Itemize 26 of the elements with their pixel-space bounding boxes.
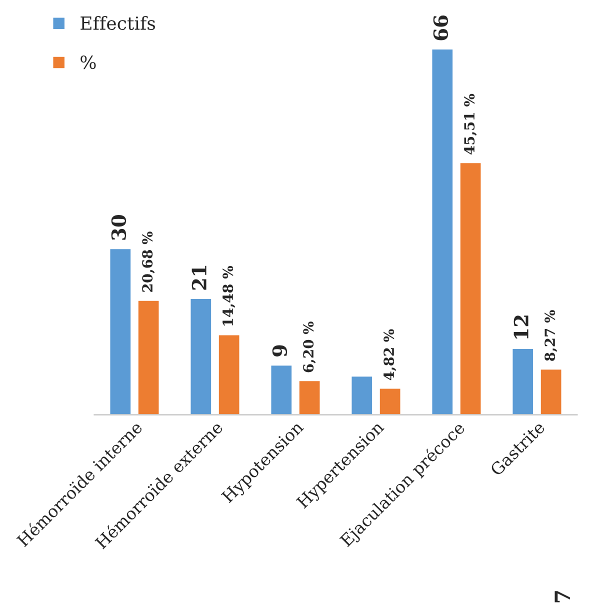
- data-label: 6,20 %: [303, 322, 316, 372]
- data-label: 9: [272, 345, 288, 357]
- bar: [459, 162, 482, 415]
- data-label: 30: [111, 214, 126, 240]
- bar: [511, 348, 534, 415]
- legend-label: %: [80, 55, 96, 70]
- text: 7: [554, 591, 570, 602]
- bar: [378, 387, 402, 415]
- data-label: 14,48 %: [222, 266, 236, 326]
- data-label: 45,51 %: [464, 94, 477, 155]
- legend-label: Effectifs: [80, 16, 156, 30]
- bar: [539, 368, 563, 415]
- data-label: 8,27 %: [544, 310, 558, 361]
- bar: [430, 48, 454, 415]
- data-label: 4,82 %: [384, 329, 396, 380]
- data-label: 20,68 %: [142, 232, 155, 292]
- bar: [108, 248, 132, 415]
- bar: [350, 375, 374, 415]
- data-label: 12: [514, 316, 528, 339]
- data-label: 21: [192, 266, 206, 290]
- bar: [298, 380, 322, 415]
- bar: [270, 364, 293, 415]
- bar: [189, 298, 212, 415]
- bar: [218, 334, 241, 415]
- data-label: 66: [433, 15, 448, 40]
- bar: [137, 299, 160, 415]
